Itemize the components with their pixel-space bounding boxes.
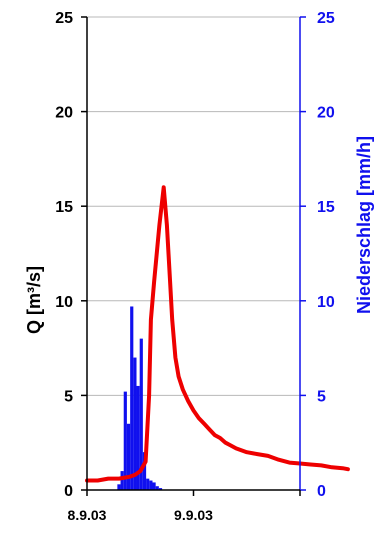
y-left-tick-label: 20 xyxy=(55,105,73,122)
precipitation-bar xyxy=(139,338,143,490)
precipitation-bar xyxy=(120,471,124,490)
discharge-line xyxy=(85,185,350,483)
precipitation-bar xyxy=(130,306,134,490)
precipitation-bar xyxy=(136,385,140,490)
precipitation-bar xyxy=(152,482,156,490)
y-left-tick-label: 25 xyxy=(55,10,73,27)
y-right-tick-label: 5 xyxy=(317,388,326,405)
y-left-tick-label: 5 xyxy=(64,388,73,405)
precipitation-bar xyxy=(155,486,159,490)
precipitation-bars xyxy=(117,306,163,490)
y-left-tick-label: 0 xyxy=(64,483,73,500)
plot-area xyxy=(87,17,300,490)
axis-layer xyxy=(81,16,306,496)
x-tick-label: 8.9.03 xyxy=(68,507,107,523)
precipitation-bar xyxy=(133,357,137,490)
y-right-tick-label: 0 xyxy=(317,483,326,500)
precipitation-bar xyxy=(149,480,153,490)
y-left-tick-label: 15 xyxy=(55,199,73,216)
tick-labels: 0 5 10 15 20 25 0 5 10 15 20 25 8.9.03 9.9.03 xyxy=(55,10,335,523)
precipitation-bar xyxy=(123,391,127,490)
grid-layer xyxy=(87,16,300,490)
y-right-tick-label: 15 xyxy=(317,199,335,216)
y-right-tick-label: 10 xyxy=(317,294,335,311)
x-tick-label: 9.9.03 xyxy=(174,507,213,523)
discharge-line-layer xyxy=(85,185,350,483)
precipitation-bar xyxy=(117,484,121,490)
precipitation-bar xyxy=(146,478,150,490)
precipitation-bar xyxy=(158,488,163,490)
y-right-axis-title: Niederschlag [mm/h] xyxy=(354,136,374,314)
y-right-tick-label: 20 xyxy=(317,105,335,122)
precipitation-bar xyxy=(126,423,131,490)
y-right-tick-label: 25 xyxy=(317,10,335,27)
y-left-tick-label: 10 xyxy=(55,294,73,311)
precipitation-bar xyxy=(142,452,147,490)
y-left-axis-title: Q [m³/s] xyxy=(24,266,44,334)
